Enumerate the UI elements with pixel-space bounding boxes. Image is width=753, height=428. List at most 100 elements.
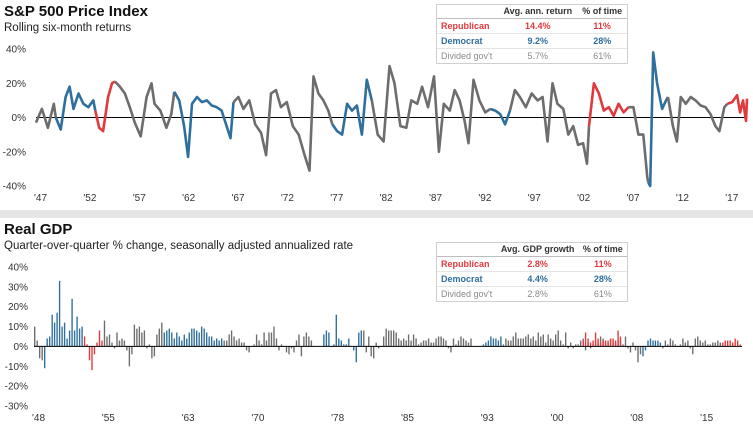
bar-republican xyxy=(604,340,607,347)
bar-republican xyxy=(602,340,604,347)
bar-democrat xyxy=(186,338,188,347)
bar-democrat xyxy=(647,340,649,347)
stats-row-democrat: Democrat 4.4% 28% xyxy=(437,271,627,287)
x-tick-label: '67 xyxy=(232,193,245,204)
bar-democrat xyxy=(325,330,328,347)
bar-divided xyxy=(552,340,554,347)
bar-democrat xyxy=(183,334,185,347)
x-tick-label: '92 xyxy=(478,193,491,204)
chart-title: S&P 500 Price Index xyxy=(4,3,148,20)
series-line-democrat xyxy=(331,78,374,136)
bar-divided xyxy=(684,342,687,347)
bar-divided xyxy=(265,340,268,347)
stats-row-label: Republican xyxy=(437,18,499,34)
bar-divided xyxy=(515,332,517,347)
bar-divided xyxy=(562,344,564,347)
bar-divided xyxy=(141,332,143,347)
bar-republican xyxy=(597,338,599,347)
stats-row-pct: 61% xyxy=(578,286,627,301)
bar-democrat xyxy=(492,338,495,347)
bar-divided xyxy=(560,340,562,347)
x-tick-label: '62 xyxy=(182,193,195,204)
bar-divided xyxy=(375,342,377,347)
bar-divided xyxy=(699,340,701,347)
bar-republican xyxy=(739,344,741,347)
chart-title: Real GDP xyxy=(4,221,73,238)
bar-divided xyxy=(116,332,118,347)
bar-divided xyxy=(674,344,677,347)
bar-democrat xyxy=(355,346,357,363)
series-line-divided xyxy=(370,64,491,154)
stats-row-value: 9.2% xyxy=(498,33,578,49)
bar-democrat xyxy=(166,330,168,347)
bar-divided xyxy=(512,336,514,347)
bar-divided xyxy=(427,338,430,347)
bar-divided xyxy=(580,340,582,347)
series-line-divided xyxy=(232,75,334,172)
bar-republican xyxy=(617,330,619,347)
bar-divided xyxy=(298,334,300,347)
panel-divider xyxy=(0,210,753,218)
stats-header-return: Avg. ann. return xyxy=(498,5,578,19)
bar-divided xyxy=(273,326,275,347)
bar-democrat xyxy=(66,338,68,347)
bar-divided xyxy=(118,340,121,347)
bar-divided xyxy=(378,346,380,349)
bar-democrat xyxy=(338,338,340,347)
bar-divided xyxy=(226,340,228,347)
bar-divided xyxy=(440,336,442,347)
series-line-republican xyxy=(726,93,749,123)
bar-divided xyxy=(624,336,627,347)
stats-header-pct: % of time xyxy=(577,5,627,19)
stats-row-label: Republican xyxy=(437,256,497,272)
bar-democrat xyxy=(340,340,342,347)
bar-divided xyxy=(522,338,524,347)
bar-divided xyxy=(228,334,230,347)
bar-democrat xyxy=(68,330,71,347)
bar-divided xyxy=(275,338,278,347)
stats-row-divided: Divided gov't 2.8% 61% xyxy=(437,286,627,301)
series-line-republican xyxy=(94,80,116,133)
bar-divided xyxy=(545,342,547,347)
bar-divided xyxy=(629,346,632,353)
bar-divided xyxy=(435,338,437,347)
bar-divided xyxy=(258,340,260,347)
bar-divided xyxy=(714,342,716,347)
bar-democrat xyxy=(78,328,81,347)
sp500-panel: S&P 500 Price Index Rolling six-month re… xyxy=(0,0,753,210)
series-line-divided xyxy=(628,105,650,183)
stats-row-pct: 11% xyxy=(577,18,627,34)
bar-republican xyxy=(609,338,612,347)
bar-democrat xyxy=(208,336,210,347)
stats-row-pct: 28% xyxy=(577,33,627,49)
stats-row-value: 14.4% xyxy=(498,18,578,34)
bar-democrat xyxy=(81,326,83,347)
y-tick-label: -40% xyxy=(3,182,26,193)
series-line-democrat xyxy=(489,107,512,126)
bar-divided xyxy=(432,342,435,347)
bar-divided xyxy=(390,330,392,347)
y-tick-label: 40% xyxy=(6,45,26,56)
bar-republican xyxy=(101,340,103,347)
bar-republican xyxy=(722,342,724,347)
bar-democrat xyxy=(323,334,325,347)
bar-divided xyxy=(420,342,422,347)
bar-democrat xyxy=(216,338,218,347)
bar-divided xyxy=(36,340,38,347)
bar-democrat xyxy=(51,314,53,347)
bar-divided xyxy=(679,344,682,347)
bar-democrat xyxy=(490,336,492,347)
bar-divided xyxy=(308,336,310,347)
bar-divided xyxy=(126,346,128,351)
y-tick-label: 20% xyxy=(8,302,28,313)
bar-divided xyxy=(510,340,512,347)
bar-divided xyxy=(627,346,629,349)
bar-republican xyxy=(594,332,597,347)
x-tick-label: '93 xyxy=(481,413,494,424)
bar-divided xyxy=(407,334,410,347)
bar-divided xyxy=(537,332,539,347)
bar-divided xyxy=(622,344,624,347)
bar-divided xyxy=(632,342,634,347)
bar-divided xyxy=(527,334,529,347)
stats-row-label: Divided gov't xyxy=(437,286,497,301)
